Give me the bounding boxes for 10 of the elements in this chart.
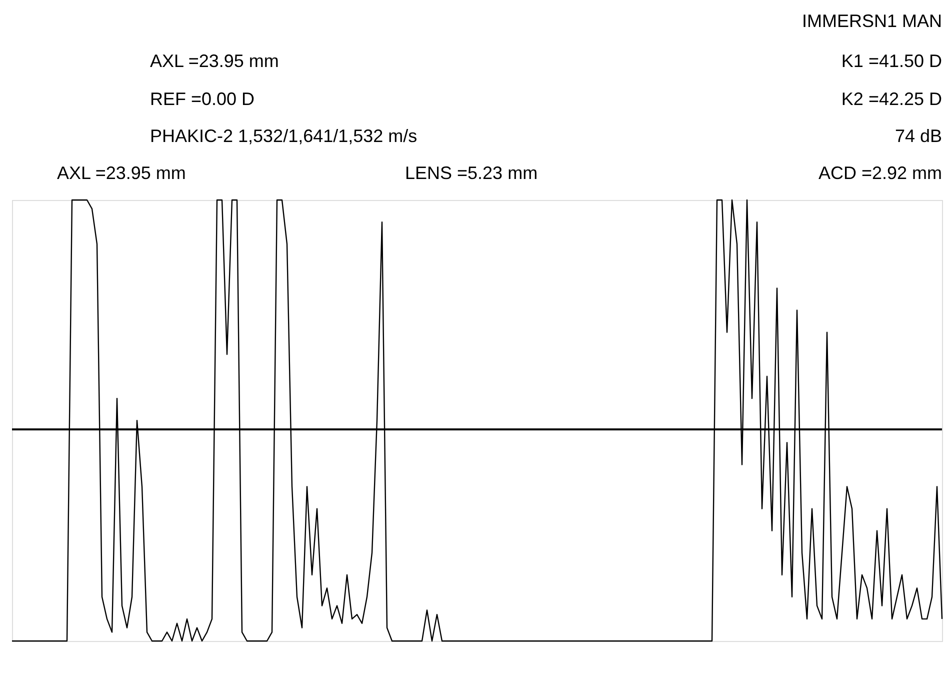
text: K2 =42.25 D — [841, 89, 942, 109]
text: PHAKIC-2 1,532/1,641/1,532 m/s — [150, 126, 418, 146]
text: 74 dB — [894, 126, 942, 146]
text: AXL =23.95 mm — [57, 163, 186, 183]
text: AXL =23.95 mm — [150, 51, 279, 71]
text: REF =0.00 D — [150, 89, 255, 109]
text: LENS =5.23 mm — [405, 163, 538, 183]
text: ACD =2.92 mm — [818, 163, 942, 183]
text: IMMERSN1 MAN — [802, 11, 942, 31]
text: K1 =41.50 D — [841, 51, 942, 71]
